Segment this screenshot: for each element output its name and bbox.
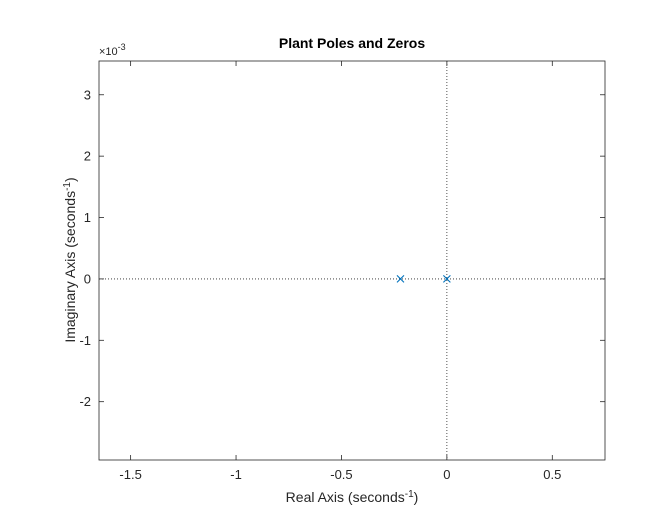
y-tick-label: 1: [84, 210, 91, 225]
pole-marker: [396, 275, 405, 283]
x-tick-label: -0.5: [330, 467, 352, 482]
y-ticks: -2 -1 0 1 2 3: [79, 87, 605, 409]
x-tick-label: 0: [443, 467, 450, 482]
x-axis-label: Real Axis (seconds-1): [286, 489, 419, 505]
axes-frame: [98, 60, 606, 461]
axes-box: [98, 60, 606, 461]
y-tick-label: -1: [79, 333, 91, 348]
y-tick-label: -2: [79, 394, 91, 409]
y-tick-label: 0: [84, 271, 91, 286]
x-tick-label: 0.5: [543, 467, 561, 482]
y-scale-exponent: ×10-3: [99, 42, 126, 58]
plot-title: Plant Poles and Zeros: [279, 35, 425, 51]
pole-marker-stroke-b: [442, 275, 451, 283]
reference-lines: [99, 61, 605, 460]
x-tick-label: -1: [230, 467, 242, 482]
y-exponent-base: ×10: [99, 46, 118, 58]
y-exponent-power: -3: [118, 42, 126, 52]
pole-marker-stroke-b: [396, 275, 405, 283]
svg-text:×10-3: ×10-3: [99, 42, 126, 58]
x-ticks: -1.5 -1 -0.5 0 0.5: [119, 61, 561, 482]
x-tick-label: -1.5: [119, 467, 141, 482]
pole-marker: [442, 275, 451, 283]
y-tick-label: 2: [84, 149, 91, 164]
pole-markers: [396, 275, 451, 283]
y-tick-label: 3: [84, 87, 91, 102]
y-axis-label: Imaginary Axis (seconds-1): [62, 177, 78, 342]
